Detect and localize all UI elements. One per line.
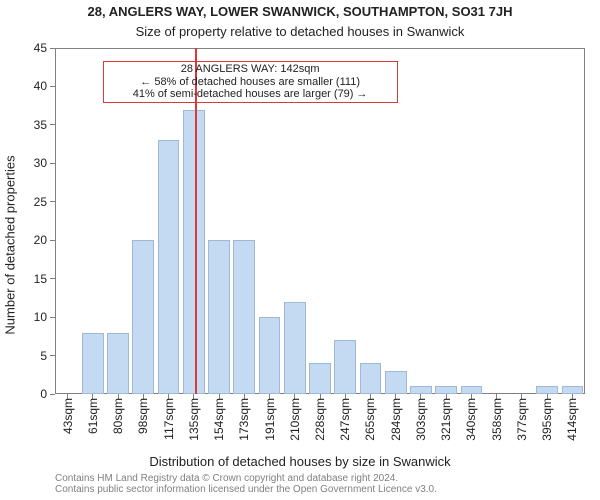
x-tick-label: 80sqm xyxy=(111,398,125,434)
annotation-line: 28 ANGLERS WAY: 142sqm xyxy=(110,63,391,76)
y-tick xyxy=(50,48,55,49)
attribution-line: Contains public sector information licen… xyxy=(55,484,437,495)
x-tick-label: 321sqm xyxy=(439,398,453,441)
x-tick-label: 98sqm xyxy=(136,398,150,434)
y-tick xyxy=(50,240,55,241)
histogram-bar xyxy=(158,140,180,394)
histogram-bar xyxy=(334,340,356,394)
histogram-bar xyxy=(435,386,457,394)
histogram-bar xyxy=(132,240,154,394)
x-tick-label: 247sqm xyxy=(338,398,352,441)
x-tick-label: 117sqm xyxy=(162,398,176,440)
y-tick-label: 45 xyxy=(34,41,47,55)
y-tick xyxy=(50,278,55,279)
x-tick-label: 284sqm xyxy=(389,398,403,441)
x-tick-label: 154sqm xyxy=(212,398,226,441)
x-tick-label: 191sqm xyxy=(263,398,277,441)
histogram-bar xyxy=(183,110,205,394)
y-tick-label: 10 xyxy=(34,310,47,324)
x-tick-label: 340sqm xyxy=(464,398,478,441)
x-tick-label: 303sqm xyxy=(414,398,428,441)
y-tick-label: 5 xyxy=(40,349,47,363)
y-tick xyxy=(50,86,55,87)
chart-subtitle: Size of property relative to detached ho… xyxy=(0,24,600,39)
x-tick-label: 210sqm xyxy=(288,398,302,441)
y-tick-label: 30 xyxy=(34,156,47,170)
x-tick-label: 135sqm xyxy=(187,398,201,441)
figure: 28, ANGLERS WAY, LOWER SWANWICK, SOUTHAM… xyxy=(0,0,600,500)
histogram-bar xyxy=(410,386,432,394)
attribution-text: Contains HM Land Registry data © Crown c… xyxy=(55,473,437,495)
y-tick-label: 15 xyxy=(34,272,47,286)
x-tick-label: 43sqm xyxy=(61,398,75,434)
histogram-bar xyxy=(461,386,483,394)
y-tick xyxy=(50,394,55,395)
x-tick-label: 358sqm xyxy=(490,398,504,441)
y-tick xyxy=(50,317,55,318)
histogram-bar xyxy=(536,386,558,394)
y-tick-label: 0 xyxy=(40,387,47,401)
x-axis-label: Distribution of detached houses by size … xyxy=(0,454,600,469)
y-tick xyxy=(50,355,55,356)
histogram-bar xyxy=(385,371,407,394)
histogram-bar xyxy=(309,363,331,394)
y-tick-label: 20 xyxy=(34,233,47,247)
histogram-bar xyxy=(107,333,129,395)
x-tick-label: 228sqm xyxy=(313,398,327,441)
histogram-bar xyxy=(360,363,382,394)
annotation-line: ← 58% of detached houses are smaller (11… xyxy=(110,76,391,89)
x-tick-label: 377sqm xyxy=(515,398,529,441)
y-axis-label: Number of detached properties xyxy=(3,155,18,334)
histogram-bar xyxy=(284,302,306,394)
annotation-box: 28 ANGLERS WAY: 142sqm← 58% of detached … xyxy=(103,61,398,103)
y-tick xyxy=(50,201,55,202)
y-tick xyxy=(50,124,55,125)
y-tick-label: 25 xyxy=(34,195,47,209)
annotation-line: 41% of semi-detached houses are larger (… xyxy=(110,88,391,101)
chart-title: 28, ANGLERS WAY, LOWER SWANWICK, SOUTHAM… xyxy=(0,4,600,19)
y-tick-label: 40 xyxy=(34,79,47,93)
y-tick-label: 35 xyxy=(34,118,47,132)
x-tick-label: 61sqm xyxy=(86,398,100,434)
histogram-bar xyxy=(562,386,584,394)
x-tick-label: 265sqm xyxy=(363,398,377,441)
x-tick-label: 173sqm xyxy=(237,398,251,441)
x-tick-label: 414sqm xyxy=(565,398,579,441)
histogram-bar xyxy=(208,240,230,394)
histogram-bar xyxy=(259,317,281,394)
histogram-bar xyxy=(233,240,255,394)
x-tick-label: 395sqm xyxy=(540,398,554,441)
y-tick xyxy=(50,163,55,164)
histogram-bar xyxy=(82,333,104,395)
attribution-line: Contains HM Land Registry data © Crown c… xyxy=(55,473,437,484)
plot-area: 05101520253035404543sqm61sqm80sqm98sqm11… xyxy=(55,48,585,394)
